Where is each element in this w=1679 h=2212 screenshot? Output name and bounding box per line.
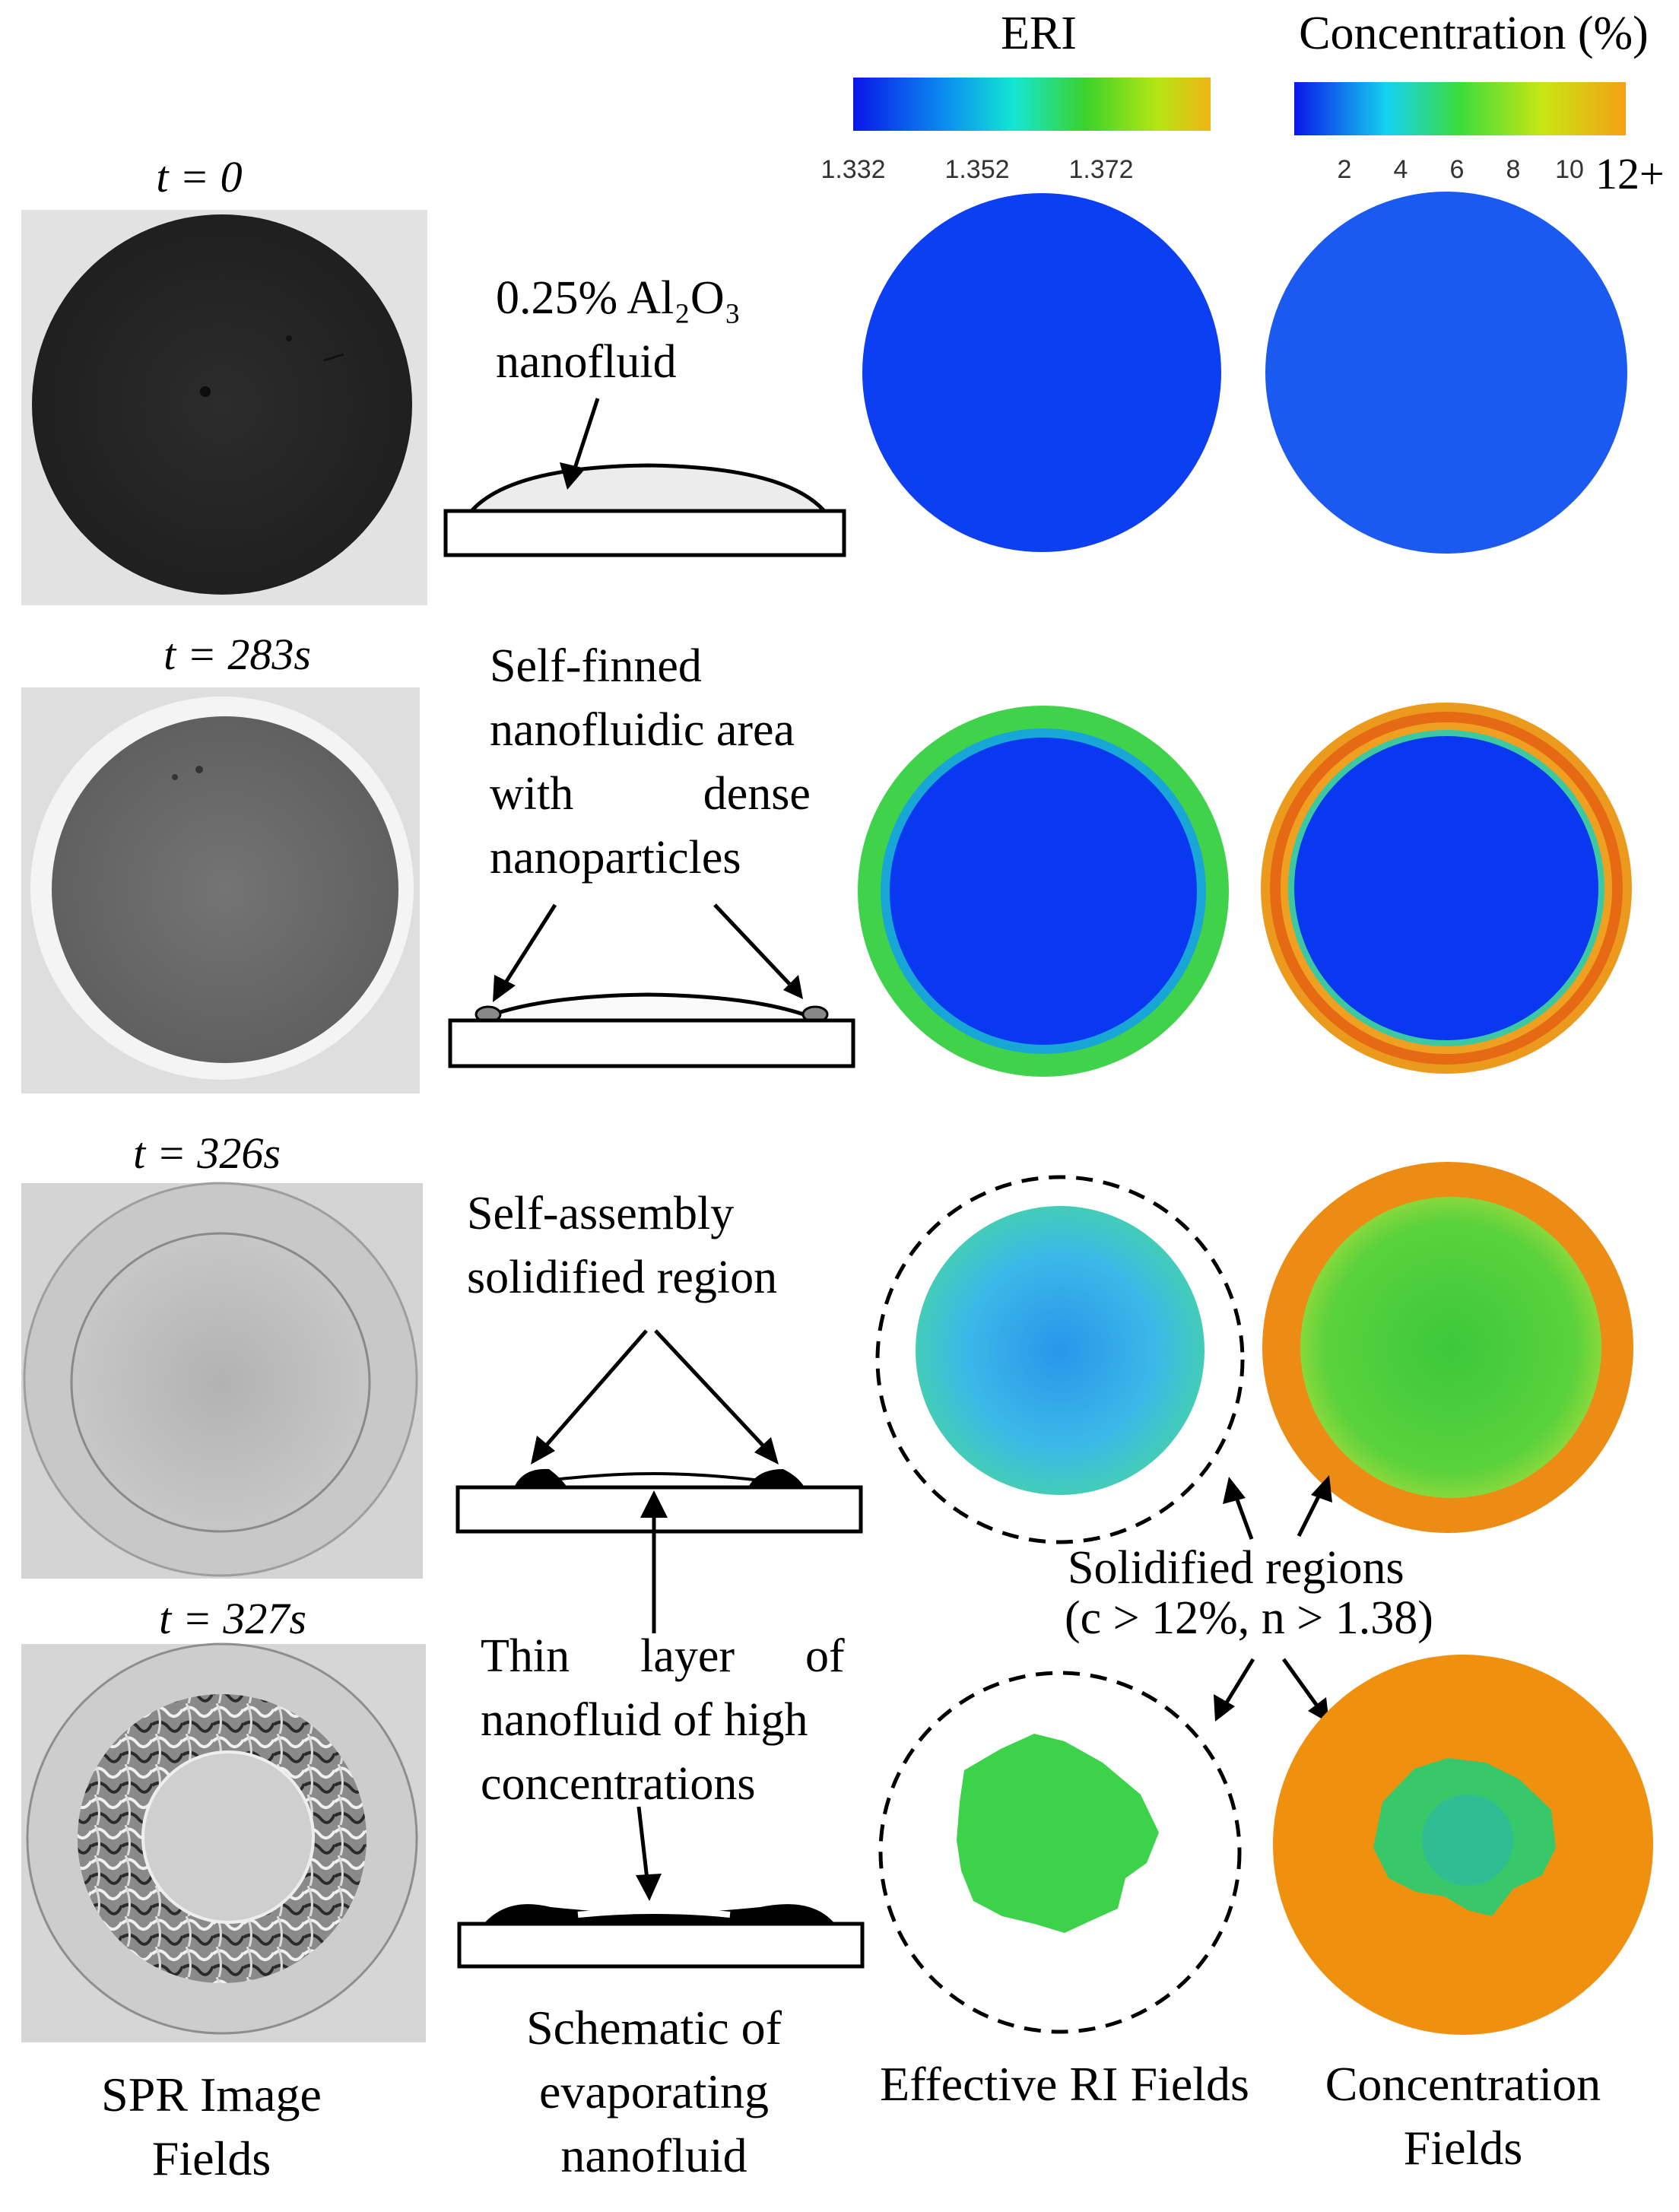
eri-field-row4 [878,1671,1242,2034]
caption-concentration-line2: Fields [1404,2121,1522,2175]
conc-tick-5: 10 [1555,155,1584,184]
arrow-row2-left [500,903,557,990]
spr-image-row3 [21,1182,423,1579]
conc-overflow-label: 12+ [1595,149,1665,198]
time-label-row2: t = 283s [163,630,311,679]
schematic-row2: Self-finned nanofluidic area with dense … [448,640,855,1068]
time-label-row4: t = 327s [159,1594,306,1643]
droplet-profile-row2 [476,992,820,1023]
arrow-row3-right [654,1329,770,1452]
conc-tick-3: 6 [1450,155,1465,184]
time-label-row1: t = 0 [156,152,242,202]
spr-image-row2 [21,687,420,1093]
schematic-row1: 0.25% Al₂O₃ nanofluid [443,272,846,557]
concentration-colorbar-gradient [1294,82,1626,135]
row-t0: t = 0 0.25% Al₂O₃ nanofluid [21,152,1627,605]
concentration-colorbar-title: Concentration (%) [1299,8,1649,59]
droplet-mid [52,716,398,1063]
thin-layer-row4 [484,1904,835,1924]
eri-colorbar-title: ERI [1001,8,1077,59]
conc-tick-1: 2 [1338,155,1352,184]
concentration-field-row3 [1262,1162,1633,1533]
droplet-profile-row1 [467,463,829,513]
schematic-row4: Thin layer of nanofluid of high concentr… [457,1630,865,1969]
substrate-row1 [443,509,846,557]
annotation-arrow-conc-row4 [1281,1658,1321,1709]
solid-edge-right [748,1469,805,1487]
caption-concentration-line1: Concentration [1325,2057,1601,2111]
caption-spr-line1: SPR Image [101,2068,322,2122]
eri-field-row1 [862,193,1221,552]
concentration-colorbar: Concentration (%) 2 4 6 8 10 12+ [1294,8,1665,198]
arrow-row2-right [713,903,794,989]
annotation-line1: Solidified regions [1068,1542,1404,1594]
desc-row1-line1: 0.25% Al₂O₃ [496,272,741,324]
arrow-row1 [570,398,600,478]
desc-row4-line1: Thin layer of [481,1630,845,1682]
annotation-arrow-eri-row4 [1222,1658,1255,1708]
annotation-arrow-conc-row3 [1297,1489,1324,1538]
desc-row3-line1: Self-assembly [467,1188,734,1239]
caption-eri-line1: Effective RI Fields [880,2057,1249,2111]
desc-row4-line2: nanofluid of high [481,1694,808,1746]
row-t283: t = 283s Self-finned nanofluidic area wi… [21,630,1632,1093]
concentration-field-row2 [1261,703,1632,1074]
arrow-row3-left [540,1329,648,1452]
schematic-row3: Self-assembly solidified region [455,1188,863,1633]
droplet-dark [32,214,412,595]
time-label-row3: t = 326s [133,1128,281,1178]
caption-spr-line2: Fields [152,2131,271,2185]
desc-row2-line2: nanofluidic area [490,704,795,756]
concentration-field-row4 [1273,1655,1653,2035]
desc-row2-line1: Self-finned [490,640,702,692]
conc-tick-2: 4 [1394,155,1408,184]
eri-colorbar: ERI 1.332 1.352 1.372 [820,8,1211,184]
captions: SPR Image Fields Schematic of evaporatin… [101,2001,1601,2185]
row-t326: t = 326s Self-assembly solidified region [21,1128,1633,1633]
annotation-arrow-eri-row3 [1233,1493,1254,1540]
eri-tick-2: 1.352 [944,155,1009,184]
desc-row2-line4: nanoparticles [490,832,741,884]
eri-colorbar-gradient [853,78,1211,131]
eri-tick-1: 1.332 [820,155,885,184]
droplet-light [70,1232,371,1533]
caption-schematic-line2: evaporating [539,2064,769,2118]
eri-field-row2 [858,706,1229,1077]
dashed-boundary-row4 [878,1671,1242,2034]
desc-row3-line2: solidified region [467,1252,777,1303]
eri-tick-3: 1.372 [1068,155,1133,184]
caption-schematic-line3: nanofluid [560,2128,747,2182]
annotation-line2: (c > 12%, n > 1.38) [1065,1592,1433,1644]
caption-schematic-line1: Schematic of [526,2001,782,2055]
concentration-field-row1 [1265,192,1627,554]
desc-row4-line3: concentrations [481,1758,756,1810]
substrate-row4 [457,1922,865,1969]
spr-image-row4 [21,1642,426,2042]
eri-field-row3 [875,1175,1245,1544]
dashed-boundary-row3 [875,1175,1245,1544]
desc-row1-line2: nanofluid [496,336,677,388]
substrate-row2 [448,1018,855,1068]
desc-row2-line3: with dense [490,768,811,820]
conc-tick-4: 8 [1506,155,1521,184]
eri-core-row4 [957,1734,1159,1933]
flat-center [141,1750,315,1924]
droplet-profile-row3 [516,1471,792,1486]
solid-edge-left [514,1468,567,1487]
solidified-annotation: Solidified regions (c > 12%, n > 1.38) [1065,1475,1433,1723]
arrow-row4 [636,1806,650,1887]
row-t327: t = 327s Thin layer of nanofluid of high… [21,1594,1653,2042]
spr-image-row1 [21,210,427,605]
